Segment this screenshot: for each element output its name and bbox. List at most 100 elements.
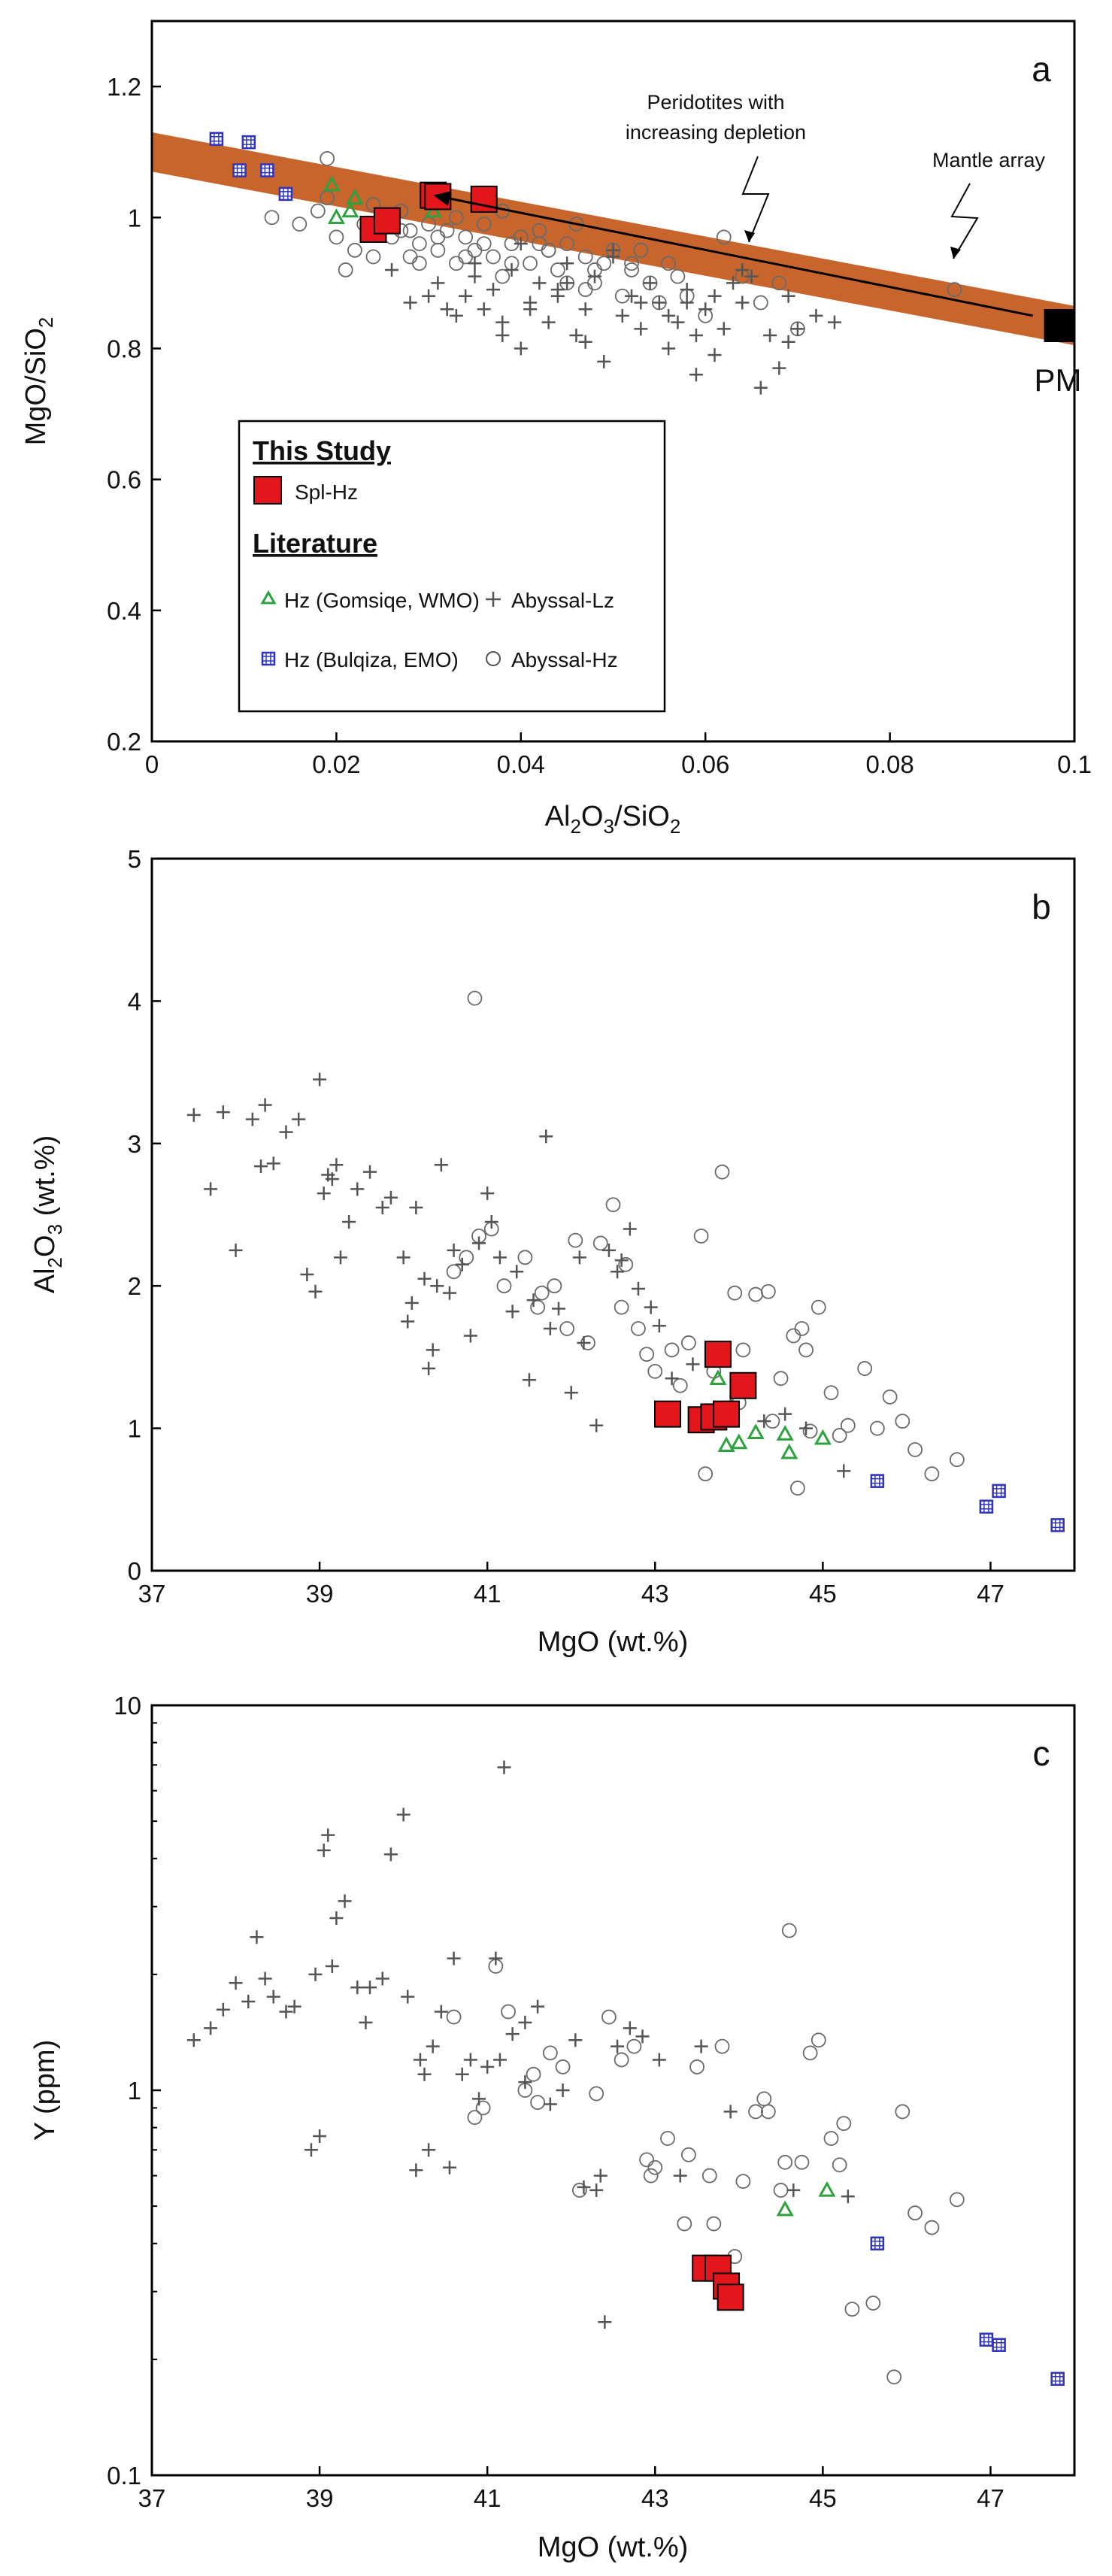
b-point-abyssal-hz-19: [693, 1229, 709, 1244]
c-point-abyssal-lz-35: [518, 2015, 532, 2029]
a-point-abyssal-hz-12: [402, 249, 418, 265]
a-point-abyssal-hz-18: [458, 229, 474, 245]
legend-lz-label: Abyssal-Lz: [511, 589, 614, 612]
a-y-tick-label: 0.4: [107, 597, 141, 625]
legend-heading-literature: Literature: [253, 528, 377, 559]
c-point-abyssal-lz-3: [229, 1976, 243, 1990]
a-point-abyssal-lz-40: [809, 308, 823, 323]
a-point-abyssal-lz-38: [781, 289, 795, 303]
b-point-abyssal-lz-36: [505, 1305, 520, 1319]
c-x-tick-label: 47: [977, 2484, 1004, 2512]
b-point-abyssal-hz-15: [631, 1321, 646, 1336]
b-y-tick-label: 2: [128, 1272, 141, 1300]
b-point-abyssal-hz-50: [798, 1342, 814, 1358]
b-point-abyssal-lz-51: [665, 1371, 679, 1386]
c-point-abyssal-lz-53: [325, 1959, 339, 1974]
b-point-abyssal-hz-28: [794, 1321, 810, 1336]
a-point-abyssal-hz-22: [495, 268, 511, 284]
a-point-abyssal-hz-31: [577, 249, 593, 265]
c-point-abyssal-lz-33: [497, 1760, 511, 1774]
b-point-abyssal-hz-44: [832, 1428, 847, 1443]
c-x-tick-label: 45: [809, 2484, 837, 2512]
c-point-abyssal-lz-11: [313, 2129, 327, 2144]
b-point-spl-hz-0: [654, 1400, 682, 1428]
b-point-abyssal-lz-17: [350, 1182, 365, 1196]
b-point-abyssal-lz-56: [778, 1407, 792, 1421]
b-point-abyssal-lz-59: [300, 1268, 314, 1282]
c-point-abyssal-lz-47: [673, 2168, 687, 2183]
b-point-abyssal-lz-61: [430, 1279, 444, 1293]
a-point-abyssal-hz-65: [624, 256, 639, 271]
a-point-abyssal-lz-8: [495, 315, 510, 329]
c-point-abyssal-hz-8: [555, 2059, 571, 2074]
b-point-abyssal-lz-15: [329, 1158, 344, 1172]
b-point-abyssal-lz-60: [333, 1250, 347, 1265]
c-point-abyssal-hz-9: [571, 2183, 587, 2198]
c-point-abyssal-lz-13: [321, 1828, 335, 1842]
b-point-hz-gomsiqe-wmo-3: [747, 1423, 765, 1439]
c-point-abyssal-hz-10: [589, 2086, 604, 2102]
a-point-abyssal-hz-13: [411, 236, 427, 252]
b-y-tick-label: 4: [128, 987, 141, 1015]
c-point-abyssal-lz-22: [409, 2163, 423, 2177]
c-point-abyssal-lz-30: [472, 2092, 486, 2106]
b-point-abyssal-lz-41: [551, 1302, 565, 1316]
c-point-abyssal-lz-41: [589, 2183, 604, 2197]
panel-a-frame: [150, 20, 1076, 743]
c-x-tick-label: 37: [138, 2484, 166, 2512]
b-point-abyssal-hz-40: [698, 1466, 714, 1482]
a-point-abyssal-lz-9: [504, 262, 519, 277]
a-point-abyssal-lz-18: [587, 269, 601, 283]
legend-spl-label: Spl-Hz: [295, 480, 358, 504]
b-point-abyssal-lz-28: [442, 1286, 456, 1300]
a-point-abyssal-hz-52: [449, 210, 464, 226]
c-point-abyssal-lz-24: [422, 2143, 436, 2157]
a-point-abyssal-lz-52: [634, 295, 648, 310]
b-point-abyssal-hz-38: [924, 1466, 940, 1482]
c-point-abyssal-hz-41: [643, 2168, 659, 2184]
a-point-abyssal-lz-50: [523, 302, 538, 317]
c-point-abyssal-hz-29: [811, 2032, 826, 2048]
c-point-abyssal-hz-19: [701, 2168, 717, 2184]
b-point-abyssal-lz-12: [317, 1186, 331, 1201]
a-point-abyssal-lz-25: [652, 295, 666, 310]
c-point-abyssal-lz-57: [593, 2168, 608, 2183]
b-point-abyssal-hz-5: [496, 1278, 512, 1294]
a-point-abyssal-lz-26: [662, 341, 676, 356]
b-point-abyssal-lz-10: [308, 1284, 323, 1299]
a-point-hz-bulqiza-emo-1: [241, 135, 256, 150]
b-point-abyssal-hz-39: [949, 1452, 965, 1468]
b-point-abyssal-lz-22: [401, 1314, 415, 1329]
b-point-abyssal-lz-18: [363, 1165, 377, 1179]
panel-c-frame: [150, 1704, 1076, 2477]
a-point-abyssal-lz-59: [735, 262, 750, 277]
legend: This Study Spl-Hz Literature Hz (Gomsiqe…: [238, 420, 666, 713]
a-point-abyssal-hz-46: [771, 275, 787, 291]
a-point-abyssal-lz-37: [772, 361, 786, 375]
c-point-abyssal-hz-28: [802, 2045, 818, 2061]
b-point-abyssal-lz-38: [526, 1293, 541, 1308]
c-point-abyssal-hz-45: [526, 2066, 541, 2082]
depletion-leader-tip: [744, 230, 755, 242]
c-point-abyssal-lz-29: [463, 2053, 477, 2067]
legend-bulqiza-marker: [261, 651, 276, 666]
c-point-hz-gomsiqe-wmo-0: [776, 2200, 794, 2217]
a-point-abyssal-hz-40: [661, 256, 677, 271]
c-point-abyssal-hz-6: [530, 2095, 546, 2111]
a-point-abyssal-lz-36: [763, 329, 777, 343]
a-point-abyssal-hz-59: [365, 249, 381, 265]
b-point-abyssal-lz-8: [279, 1125, 293, 1139]
c-point-abyssal-hz-0: [446, 2009, 462, 2025]
c-point-abyssal-lz-39: [568, 2033, 583, 2047]
b-point-hz-bulqiza-emo-2: [992, 1483, 1006, 1499]
legend-bulqiza-label: Hz (Bulqiza, EMO): [284, 648, 459, 671]
b-x-tick-label: 41: [474, 1580, 501, 1608]
a-point-abyssal-lz-51: [578, 335, 592, 349]
b-point-abyssal-lz-26: [426, 1343, 440, 1357]
b-point-abyssal-lz-57: [799, 1421, 814, 1435]
c-point-abyssal-lz-48: [694, 2039, 708, 2053]
c-point-hz-bulqiza-emo-3: [1050, 2371, 1065, 2387]
a-point-abyssal-lz-43: [468, 256, 482, 271]
b-point-hz-gomsiqe-wmo-0: [709, 1369, 727, 1386]
